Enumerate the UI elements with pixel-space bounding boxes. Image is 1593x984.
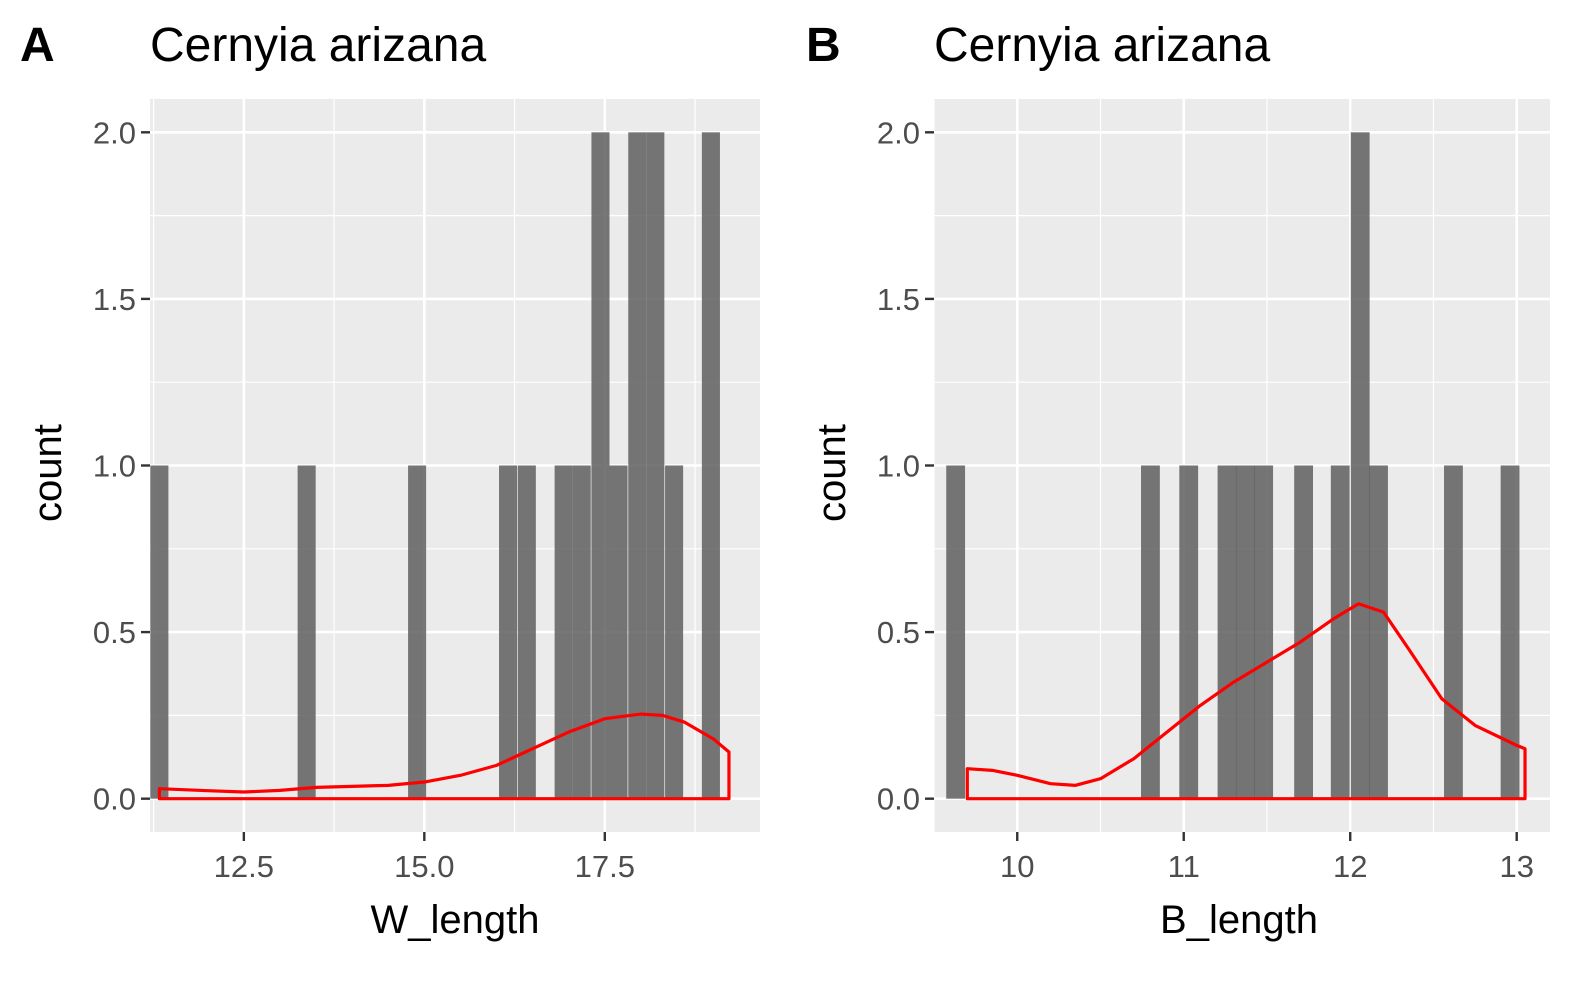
x-tick-label: 10 — [1000, 849, 1034, 884]
histogram-bar — [701, 132, 720, 799]
histogram-bar — [297, 465, 316, 799]
histogram-bar — [591, 132, 610, 799]
histogram-bar — [150, 465, 169, 799]
x-tick-label: 15.0 — [394, 849, 454, 884]
histogram-bar — [1254, 465, 1274, 799]
y-tick-label: 0.0 — [93, 782, 136, 817]
histogram-bar — [609, 465, 628, 799]
x-axis-label-b: B_length — [1160, 898, 1318, 942]
histogram-plot-b: 0.0 0.5 1.0 1.5 2.0 10 11 12 13 — [877, 99, 1550, 884]
histogram-bar — [408, 465, 427, 799]
histogram-bar — [1179, 465, 1199, 799]
histogram-bar — [1294, 465, 1314, 799]
panel-title-b: Cernyia arizana — [934, 19, 1271, 72]
panel-tag-b: B — [806, 19, 841, 72]
y-tick-label: 2.0 — [93, 115, 136, 150]
y-tick-label: 0.0 — [877, 782, 920, 817]
y-axis-label-b: count — [810, 424, 854, 522]
x-axis-label-a: W_length — [370, 898, 540, 942]
y-tick-label: 1.5 — [877, 282, 920, 317]
density-curve — [157, 712, 731, 801]
histogram-bar — [517, 465, 536, 799]
y-axis-label-a: count — [26, 424, 70, 522]
panel-a: 0.0 0.5 1.0 1.5 2.0 12.5 15.0 17.5 A Cernyia ar… — [0, 0, 790, 984]
y-tick-label: 0.5 — [93, 615, 136, 650]
panel-title-a: Cernyia arizana — [150, 19, 487, 72]
histogram-bar — [1500, 465, 1520, 799]
histogram-bar — [1350, 132, 1370, 799]
y-tick-label: 2.0 — [877, 115, 920, 150]
density-curve — [965, 602, 1527, 801]
y-tick-label: 0.5 — [877, 615, 920, 650]
y-tick-label: 1.5 — [93, 282, 136, 317]
x-tick-label: 11 — [1168, 849, 1200, 884]
histogram-bar — [554, 465, 573, 799]
histogram-bar — [946, 465, 966, 799]
x-tick-label: 12 — [1333, 849, 1367, 884]
histogram-bar — [1235, 465, 1255, 799]
panel-tag-a: A — [20, 19, 55, 72]
histogram-bar — [499, 465, 518, 799]
histogram-bar — [646, 132, 665, 799]
histogram-bar — [1217, 465, 1237, 799]
x-tick-label: 17.5 — [575, 849, 635, 884]
histogram-bar — [1444, 465, 1463, 799]
x-tick-label: 12.5 — [214, 849, 274, 884]
panel-b: 0.0 0.5 1.0 1.5 2.0 10 11 12 13 B Cernyia arizan… — [790, 0, 1593, 984]
y-tick-label: 1.0 — [877, 449, 920, 484]
histogram-bar — [1330, 465, 1350, 799]
y-tick-label: 1.0 — [93, 449, 136, 484]
histogram-bar — [1141, 465, 1160, 799]
histogram-plot-a: 0.0 0.5 1.0 1.5 2.0 12.5 15.0 17.5 — [93, 99, 760, 884]
histogram-bar — [628, 132, 647, 799]
histogram-bar — [1369, 465, 1388, 799]
x-tick-label: 13 — [1499, 849, 1533, 884]
histogram-bar — [572, 465, 591, 799]
histogram-bar — [665, 465, 684, 799]
